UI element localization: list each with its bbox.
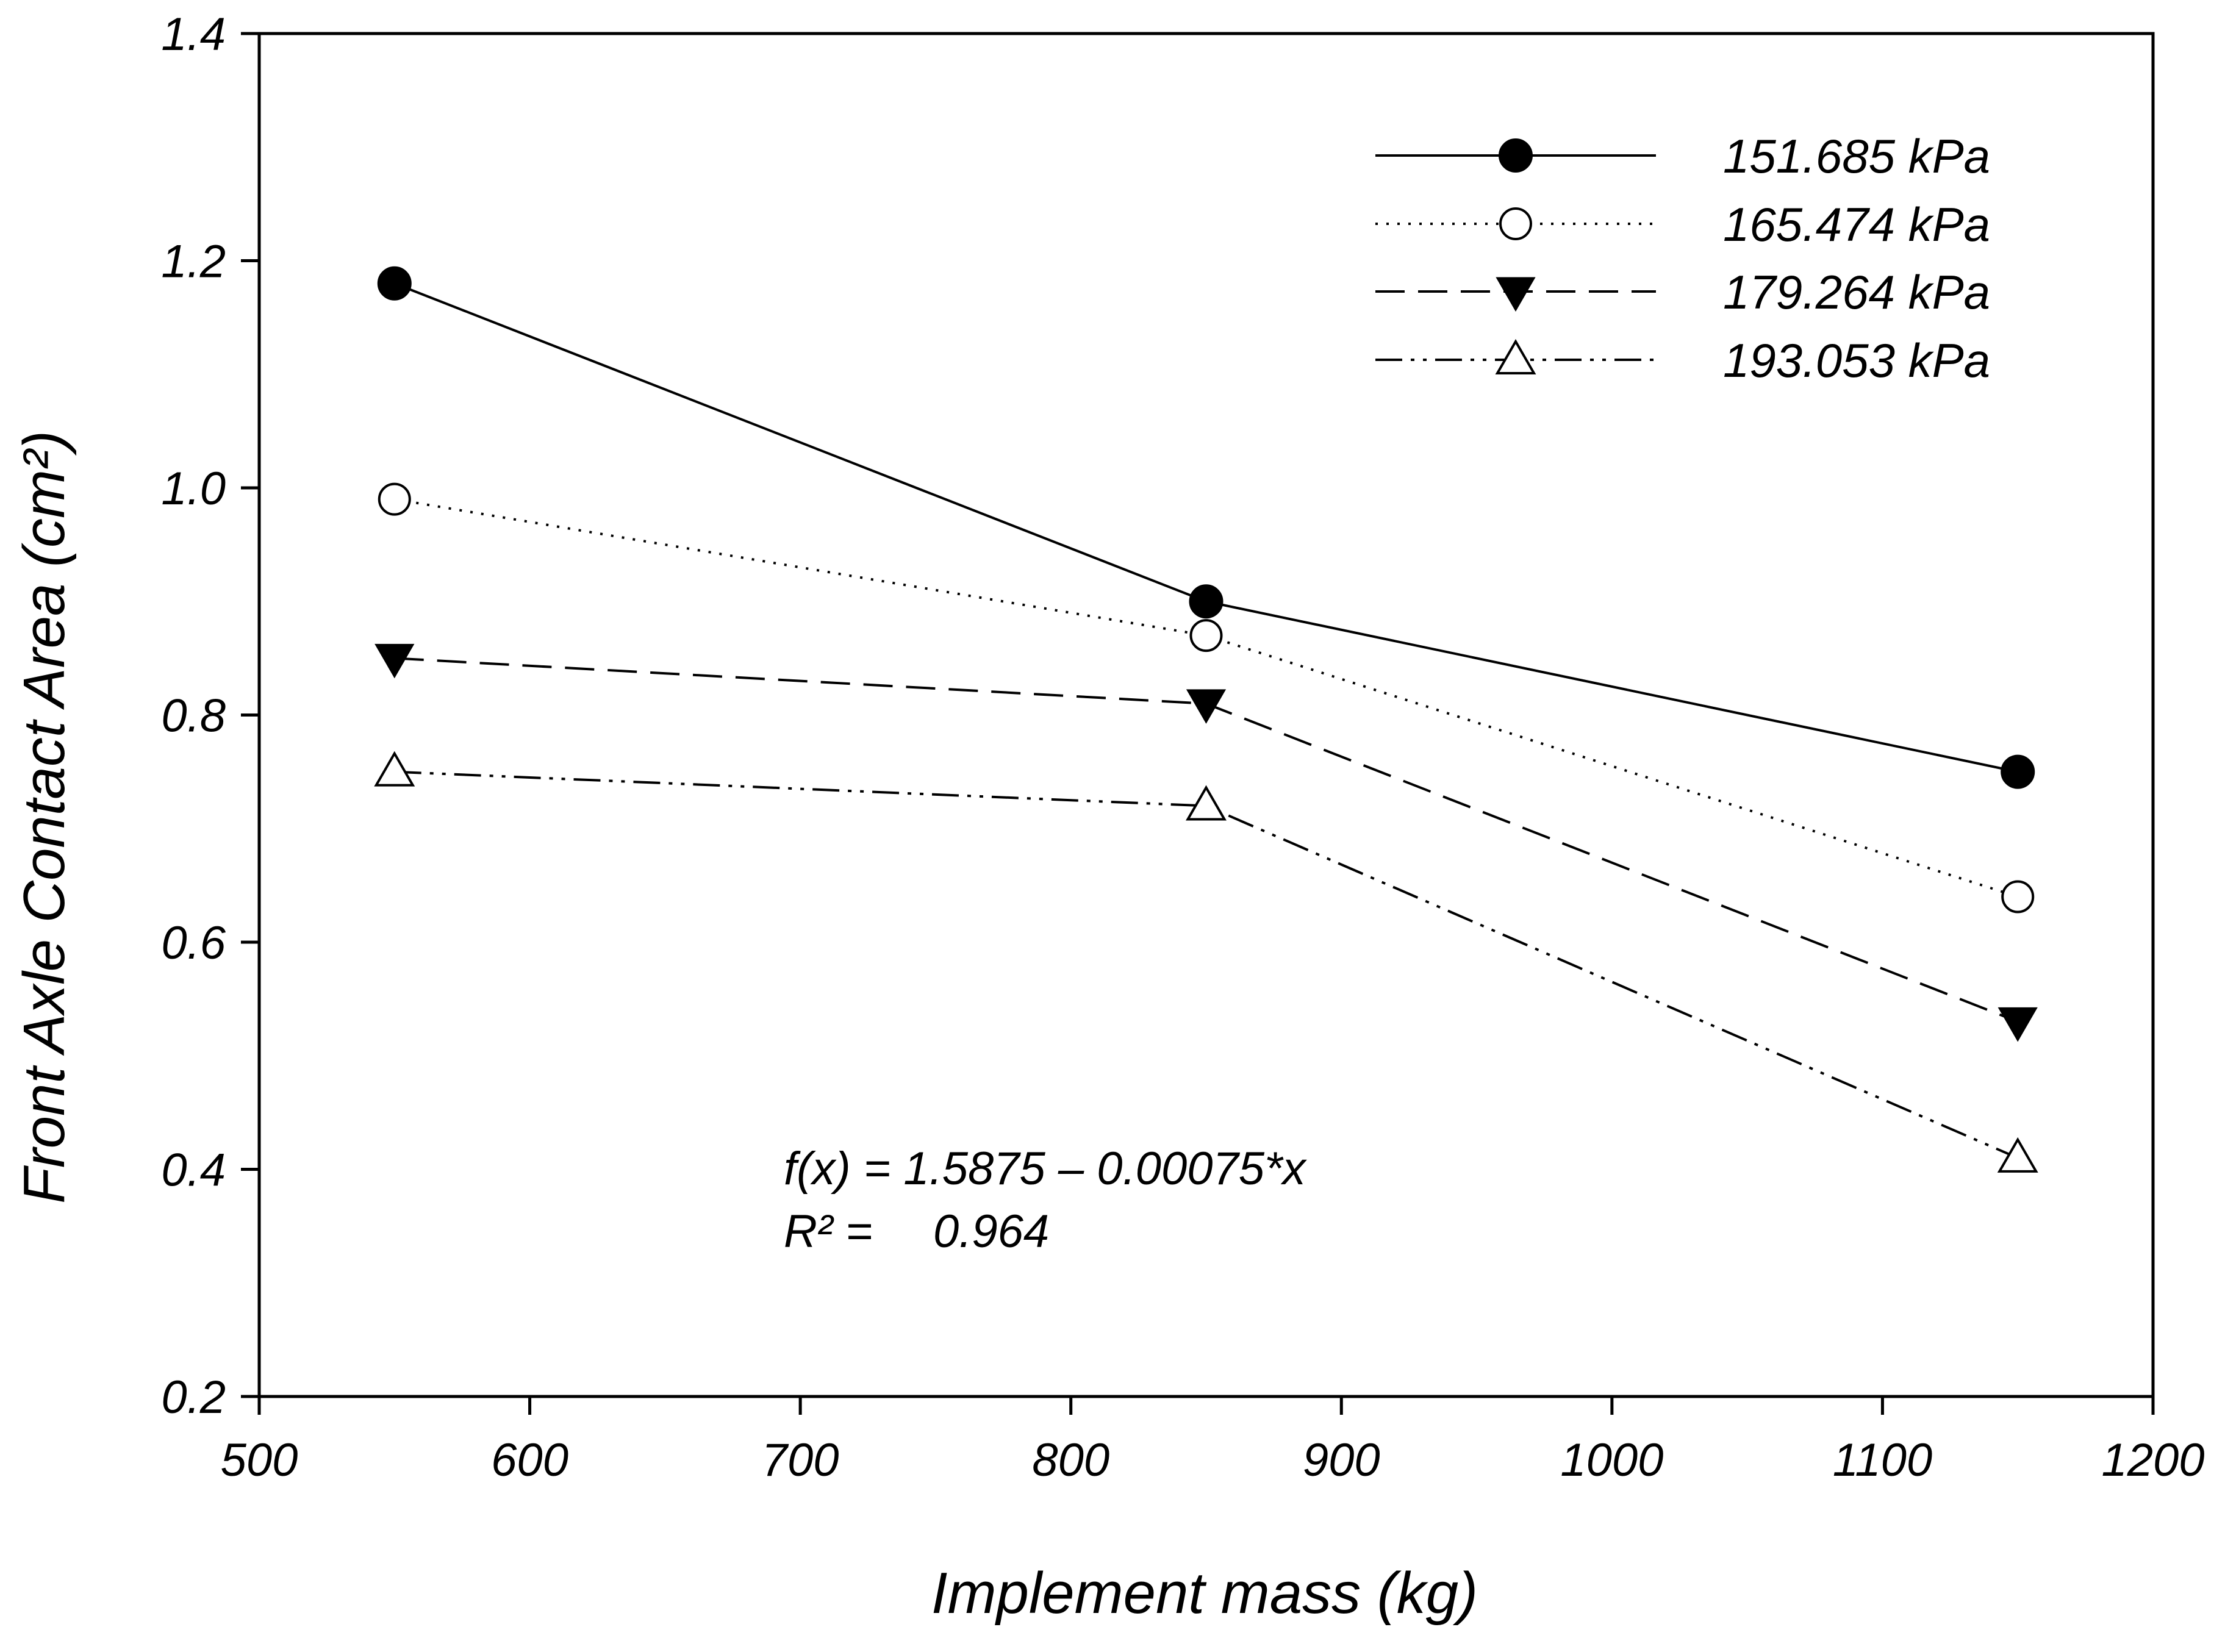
data-point: [2001, 880, 2035, 914]
legend-label: 193.053 kPa: [1723, 334, 1990, 387]
legend-label: 151.685 kPa: [1723, 129, 1990, 183]
axes: 500 600 700 800 900 1000 1100 1200 0.2 0.4 0.6 0.8 1…: [161, 9, 2204, 1486]
series-4: [374, 751, 2038, 1173]
legend-label: 179.264 kPa: [1723, 265, 1990, 319]
legend-item: 179.264 kPa: [1375, 265, 1990, 319]
data-point: [1997, 1007, 2038, 1042]
data-point: [378, 482, 411, 516]
y-tick-label: 0.2: [161, 1371, 226, 1423]
x-axis-title: Implement mass (kg): [931, 1561, 1478, 1626]
data-point: [1189, 584, 1224, 619]
y-tick-label: 0.4: [161, 1145, 226, 1196]
legend-label: 165.474 kPa: [1723, 198, 1990, 251]
data-point: [1189, 619, 1223, 653]
data-point: [1186, 689, 1227, 724]
legend-item: 165.474 kPa: [1375, 198, 1990, 251]
x-tick-label: 800: [1032, 1434, 1109, 1486]
x-tick-label: 600: [491, 1434, 568, 1486]
data-point: [2001, 754, 2035, 789]
x-tick-label: 900: [1303, 1434, 1380, 1486]
data-point: [374, 643, 415, 679]
r-squared-value: 0.964: [933, 1206, 1049, 1257]
legend: 151.685 kPa 165.474 kPa 179.264 kPa 193.053…: [1375, 129, 1990, 387]
legend-marker: [1499, 207, 1532, 240]
y-tick-label: 0.8: [161, 690, 226, 742]
data-point: [1186, 785, 1227, 821]
x-tick-label: 1000: [1560, 1434, 1663, 1486]
series-layer: [374, 266, 2038, 1173]
data-point: [374, 751, 415, 787]
series-line: [394, 770, 2019, 1159]
y-tick-label: 1.2: [161, 236, 226, 288]
y-tick-label: 0.6: [161, 917, 226, 969]
r-squared-label: R² =: [784, 1206, 873, 1257]
legend-marker: [1499, 138, 1533, 173]
legend-item: 193.053 kPa: [1375, 334, 1990, 387]
data-point: [377, 266, 412, 301]
series-3: [374, 643, 2038, 1042]
y-axis-title: Front Axle Contact Area (cm²): [12, 431, 77, 1204]
y-tick-label: 1.4: [161, 9, 226, 60]
x-tick-label: 1200: [2101, 1434, 2204, 1486]
y-tick-label: 1.0: [161, 463, 226, 515]
series-2: [378, 482, 2035, 914]
x-tick-label: 1100: [1833, 1434, 1932, 1486]
x-tick-label: 500: [221, 1434, 298, 1486]
regression-equation: f(x) = 1.5875 – 0.00075*x: [784, 1143, 1308, 1195]
data-point: [1997, 1137, 2038, 1173]
legend-marker: [1495, 338, 1536, 374]
series-1: [377, 266, 2035, 789]
legend-marker: [1496, 277, 1536, 312]
legend-item: 151.685 kPa: [1375, 129, 1990, 183]
x-tick-label: 700: [762, 1434, 839, 1486]
